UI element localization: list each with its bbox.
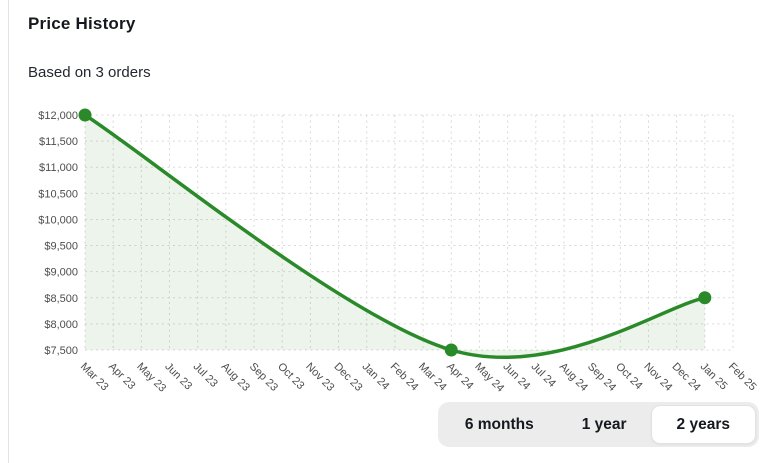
x-axis-tick-label: Nov 24 <box>641 361 674 394</box>
x-axis-tick-label: Jan 25 <box>698 361 730 393</box>
x-axis-tick-label: Dec 24 <box>670 361 703 394</box>
x-axis-tick-label: Aug 24 <box>557 361 590 394</box>
x-axis-tick-label: Jun 23 <box>162 361 194 393</box>
card-left-border <box>8 0 9 463</box>
page-title: Price History <box>28 14 136 33</box>
y-axis-tick-label: $10,000 <box>38 214 78 226</box>
x-axis-tick-label: Apr 24 <box>444 361 475 392</box>
y-axis-tick-label: $12,000 <box>38 110 78 122</box>
x-axis-tick-label: Apr 23 <box>106 361 137 392</box>
y-axis-tick-label: $9,500 <box>44 241 78 253</box>
x-axis-tick-label: Oct 23 <box>275 361 306 392</box>
x-axis-tick-label: Dec 23 <box>331 361 364 394</box>
y-axis-tick-label: $8,500 <box>44 293 78 305</box>
order-data-point <box>444 343 458 357</box>
x-axis-tick-label: Jul 24 <box>529 361 558 390</box>
y-axis-tick-label: $9,000 <box>44 267 78 279</box>
x-axis-tick-label: Aug 23 <box>219 361 252 394</box>
orders-count-subtitle: Based on 3 orders <box>28 64 151 81</box>
x-axis-tick-label: May 24 <box>472 361 506 395</box>
range-6-months-button[interactable]: 6 months <box>441 405 558 444</box>
price-line <box>83 113 707 360</box>
y-axis-tick-label: $8,000 <box>44 319 78 331</box>
price-area-fill <box>85 115 705 358</box>
x-axis-tick-label: Mar 23 <box>78 361 111 394</box>
x-axis-tick-label: Mar 24 <box>416 361 449 394</box>
order-data-point <box>698 291 712 305</box>
time-range-selector: 6 months 1 year 2 years <box>437 402 759 447</box>
x-axis-tick-label: Jun 24 <box>500 361 532 393</box>
y-axis-tick-label: $11,000 <box>39 162 78 174</box>
y-axis-tick-label: $7,500 <box>44 345 78 357</box>
range-1-year-button[interactable]: 1 year <box>558 405 651 444</box>
x-axis-tick-label: Sep 23 <box>247 361 280 394</box>
x-axis-tick-label: Oct 24 <box>613 361 644 392</box>
x-axis-tick-label: Nov 23 <box>303 361 336 394</box>
range-2-years-button[interactable]: 2 years <box>650 405 756 444</box>
y-axis-tick-label: $11,500 <box>39 136 78 148</box>
x-axis-tick-label: Jan 24 <box>360 361 392 393</box>
x-axis-tick-label: Jul 23 <box>191 361 220 390</box>
order-data-point <box>78 108 92 122</box>
x-axis-tick-label: Feb 24 <box>388 361 421 394</box>
y-axis-tick-label: $10,500 <box>38 188 78 200</box>
x-axis-tick-label: Feb 25 <box>726 361 759 394</box>
x-axis-tick-label: May 23 <box>134 361 168 395</box>
x-axis-tick-label: Sep 24 <box>585 361 618 394</box>
